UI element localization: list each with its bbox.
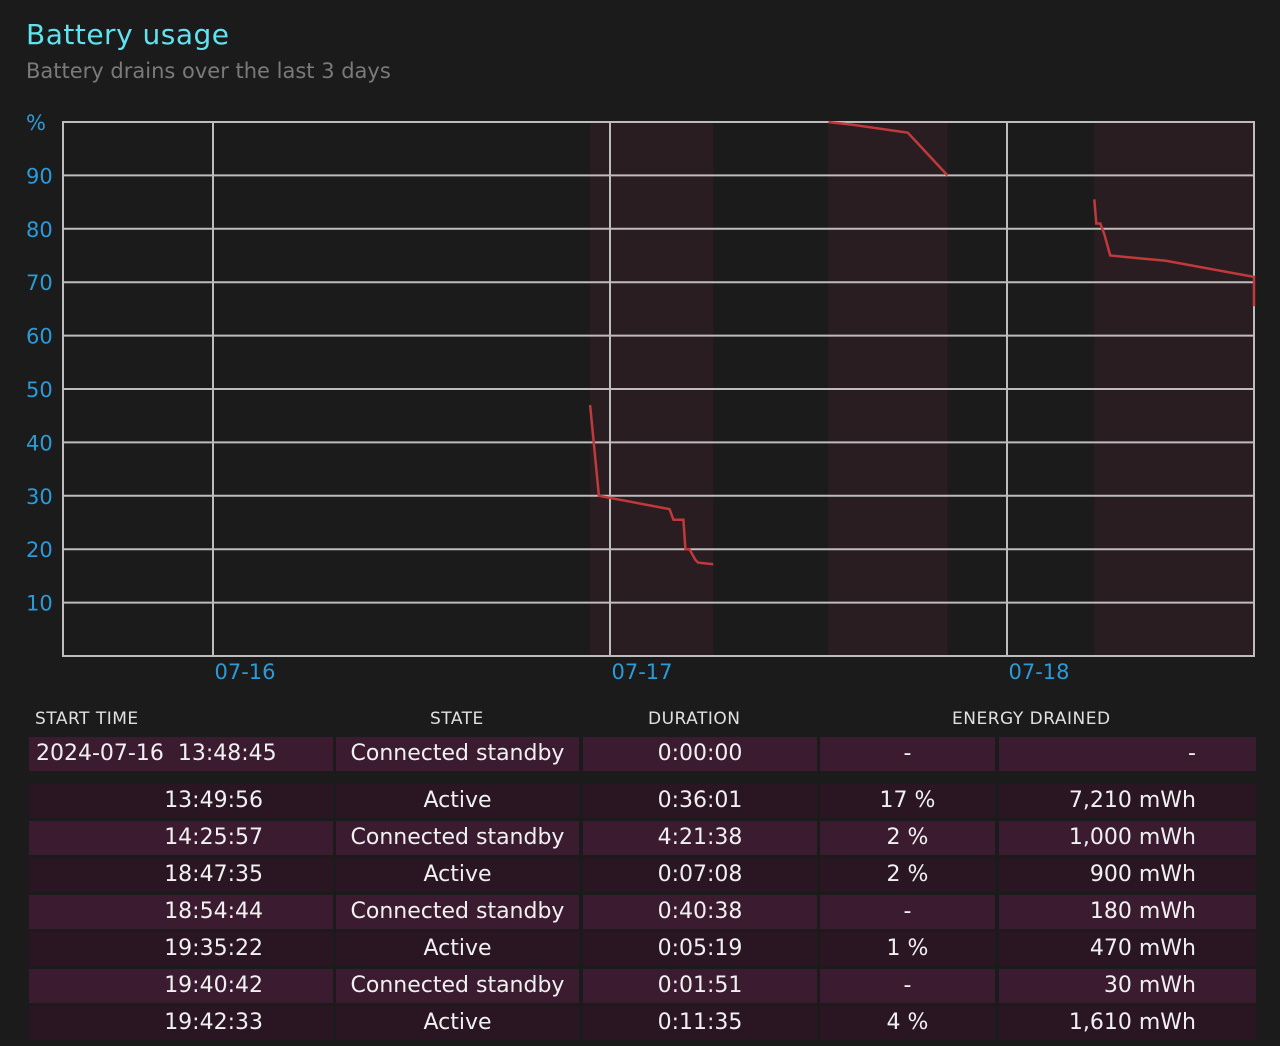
battery-level-line xyxy=(1093,199,1256,307)
battery-chart: 10 20 30 40 50 60 70 80 90% 07-16 07-17 07-18 xyxy=(26,111,1256,684)
energy-mwh-cell: 30 mWh xyxy=(999,969,1256,1003)
duration-cell: 0:36:01 xyxy=(583,784,817,818)
energy-percent-cell: - xyxy=(820,895,995,929)
table-row: 18:47:35 Active 0:07:08 2 % 900 mWh xyxy=(0,858,1280,892)
y-tick-label: 60 xyxy=(26,325,53,349)
energy-mwh-cell: 1,000 mWh xyxy=(999,821,1256,855)
start-time-cell: 19:42:33 xyxy=(29,1006,333,1040)
energy-percent-cell: 17 % xyxy=(820,784,995,818)
start-time-cell: 19:40:42 xyxy=(29,969,333,1003)
table-row: 19:40:42 Connected standby 0:01:51-30 mWh xyxy=(0,969,1280,1003)
table-row: 19:35:22 Active 0:05:19 1 % 470 mWh xyxy=(0,932,1280,966)
y-tick-label: 90 xyxy=(26,164,53,188)
energy-mwh-cell: 180 mWh xyxy=(999,895,1256,929)
energy-percent-cell: 1 % xyxy=(820,932,995,966)
state-cell: Connected standby xyxy=(336,969,579,1003)
state-cell: Active xyxy=(336,784,579,818)
energy-percent-cell: - xyxy=(820,969,995,1003)
page-title: Battery usage xyxy=(26,18,230,51)
energy-mwh-cell: - xyxy=(999,737,1256,771)
state-cell: Connected standby xyxy=(336,821,579,855)
state-cell: Active xyxy=(336,858,579,892)
energy-mwh-cell: 900 mWh xyxy=(999,858,1256,892)
duration-cell: 0:07:08 xyxy=(583,858,817,892)
start-time-cell: 14:25:57 xyxy=(29,821,333,855)
x-tick-label: 07-17 xyxy=(611,660,672,684)
start-time-cell: 19:35:22 xyxy=(29,932,333,966)
state-cell: Connected standby xyxy=(336,737,579,771)
state-cell: Active xyxy=(336,932,579,966)
duration-cell: 0:00:00 xyxy=(583,737,817,771)
table-row: 13:49:56 Active 0:36:01 17 % 7,210 mWh xyxy=(0,784,1280,818)
state-cell: Connected standby xyxy=(336,895,579,929)
y-tick-label: 80 xyxy=(26,218,53,242)
y-tick-label: % xyxy=(26,111,46,135)
y-tick-label: 20 xyxy=(26,538,53,562)
column-header-start-time: START TIME xyxy=(35,709,139,729)
duration-cell: 0:40:38 xyxy=(583,895,817,929)
duration-cell: 0:05:19 xyxy=(583,932,817,966)
y-tick-label: 50 xyxy=(26,378,53,402)
table-header: START TIME STATE DURATION ENERGY DRAINED xyxy=(0,707,1280,731)
start-time-cell: 13:49:56 xyxy=(29,784,333,818)
energy-percent-cell: 2 % xyxy=(820,821,995,855)
table-row: 2024-07-16 13:48:45 Connected standby 0:00… xyxy=(0,737,1280,771)
duration-cell: 0:11:35 xyxy=(583,1006,817,1040)
start-time-cell: 2024-07-16 13:48:45 xyxy=(29,737,333,771)
table-row: 19:42:33 Active 0:11:35 4 % 1,610 mWh xyxy=(0,1006,1280,1040)
battery-level-line xyxy=(588,404,714,566)
column-header-state: STATE xyxy=(430,709,484,729)
y-tick-label: 30 xyxy=(26,485,53,509)
energy-percent-cell: - xyxy=(820,737,995,771)
start-time-cell: 18:47:35 xyxy=(29,858,333,892)
y-tick-label: 70 xyxy=(26,271,53,295)
page-subtitle: Battery drains over the last 3 days xyxy=(26,59,391,83)
table-row: 14:25:57 Connected standby 4:21:38 2 % 1,000… xyxy=(0,821,1280,855)
duration-cell: 0:01:51 xyxy=(583,969,817,1003)
column-header-energy-drained: ENERGY DRAINED xyxy=(952,709,1111,729)
start-time-cell: 18:54:44 xyxy=(29,895,333,929)
battery-level-line xyxy=(828,120,949,177)
column-header-duration: DURATION xyxy=(648,709,741,729)
y-tick-label: 10 xyxy=(26,592,53,616)
y-tick-label: 40 xyxy=(26,431,53,455)
energy-mwh-cell: 7,210 mWh xyxy=(999,784,1256,818)
duration-cell: 4:21:38 xyxy=(583,821,817,855)
energy-mwh-cell: 470 mWh xyxy=(999,932,1256,966)
plot-frame xyxy=(62,121,1255,657)
energy-percent-cell: 2 % xyxy=(820,858,995,892)
table-row: 18:54:44 Connected standby 0:40:38-180 mWh xyxy=(0,895,1280,929)
x-tick-label: 07-18 xyxy=(1008,660,1069,684)
state-cell: Active xyxy=(336,1006,579,1040)
energy-percent-cell: 4 % xyxy=(820,1006,995,1040)
x-tick-label: 07-16 xyxy=(214,660,275,684)
energy-mwh-cell: 1,610 mWh xyxy=(999,1006,1256,1040)
